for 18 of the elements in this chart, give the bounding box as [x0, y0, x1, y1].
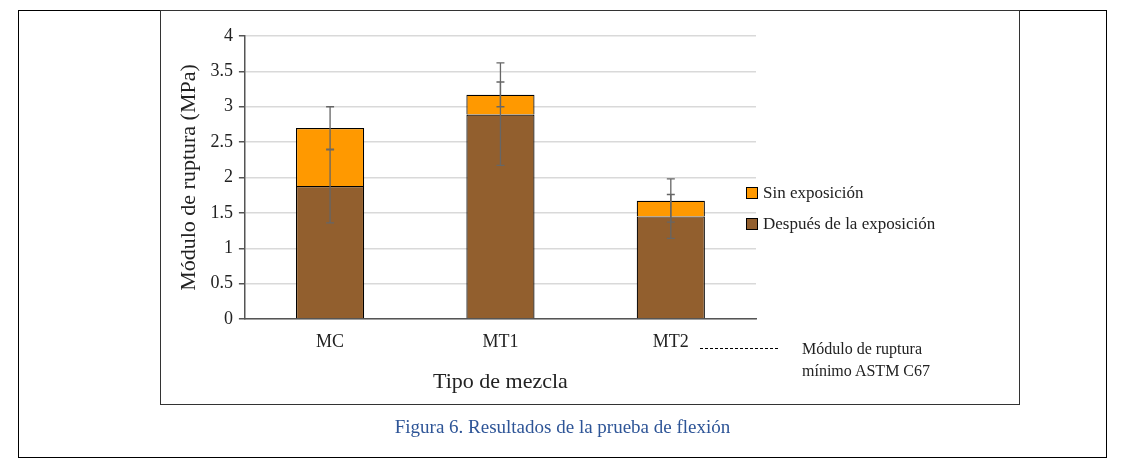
legend-label: Sin exposición — [763, 183, 864, 203]
legend-label: Módulo de ruptura mínimo ASTM C67 — [802, 339, 932, 381]
x-tick-label: MT2 — [652, 330, 689, 351]
y-tick-label: 4 — [223, 24, 233, 45]
x-tick-label: MC — [316, 330, 345, 351]
y-tick-label: 0 — [223, 307, 233, 328]
y-tick-label: 3.5 — [210, 60, 233, 81]
y-tick-label: 0.5 — [210, 272, 233, 293]
y-tick-label: 1 — [223, 236, 233, 257]
x-tick-label: MT1 — [482, 330, 519, 351]
text: Figura 6. Resultados de la prueba de flexión — [393, 416, 732, 438]
y-tick-label: 3 — [223, 95, 233, 116]
y-tick-label: 1.5 — [210, 201, 233, 222]
legend-label: Después de la exposición — [763, 214, 936, 234]
y-tick-label: 2.5 — [210, 130, 233, 151]
x-axis-title: Tipo de mezcla — [433, 367, 569, 393]
y-tick-label: 2 — [223, 166, 233, 187]
y-axis-title: Módulo de ruptura (MPa) — [174, 64, 200, 291]
